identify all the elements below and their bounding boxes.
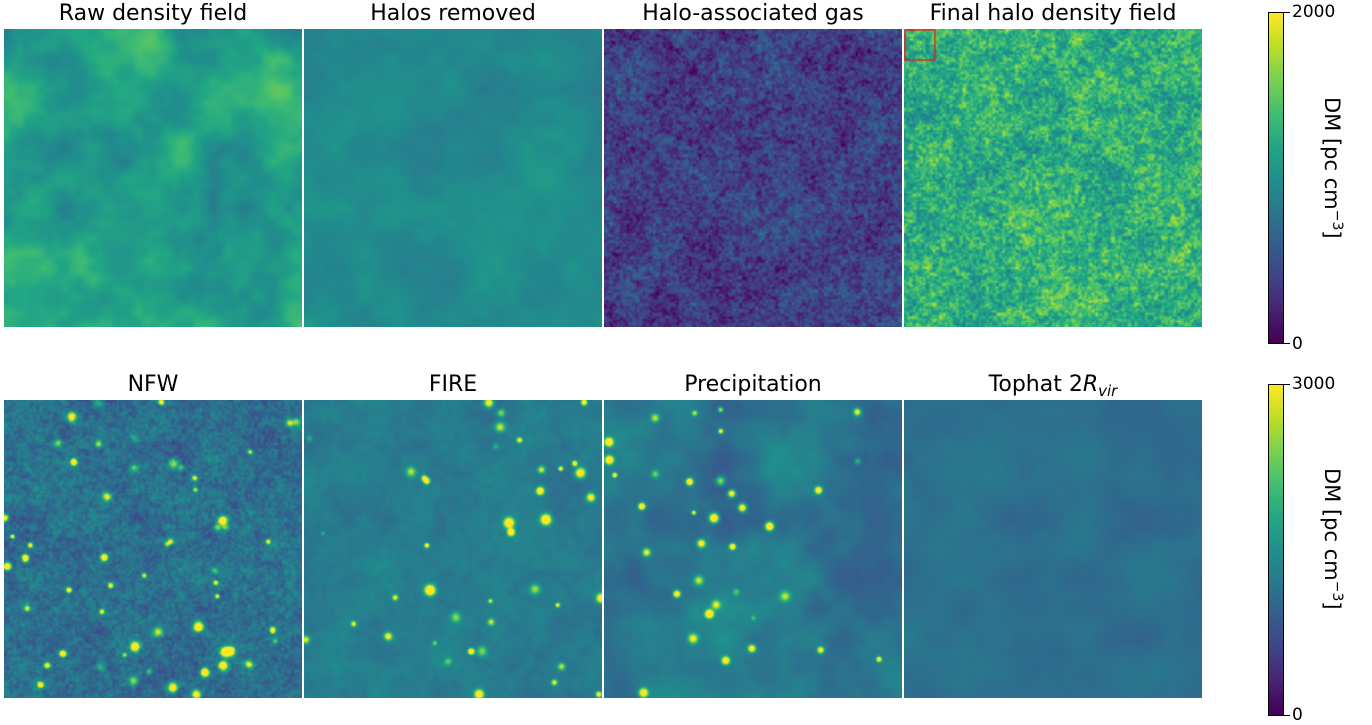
colorbar-bottom-tick-label-min: 0: [1292, 705, 1303, 725]
panel-title-precipitation: Precipitation: [684, 372, 822, 397]
heatmap-halos-removed: [304, 29, 602, 327]
heatmap-nfw: [4, 400, 302, 698]
colorbar-bottom-tick-label-max: 3000: [1292, 374, 1336, 394]
colorbar-top-label: DM [pc cm−3]: [1320, 97, 1345, 239]
colorbar-bottom-tick-min: [1284, 715, 1290, 716]
panel-title-raw-density: Raw density field: [58, 1, 248, 26]
heatmap-tophat: [904, 400, 1202, 698]
colorbar-top-tick-label-min: 0: [1292, 334, 1303, 354]
colorbar-bottom-tick-max: [1284, 384, 1290, 385]
heatmap-raw-density: [4, 29, 302, 327]
heatmap-final-halo: [904, 29, 1202, 327]
colorbar-top-tick-label-max: 2000: [1292, 2, 1336, 22]
colorbar-top-tick-max: [1284, 12, 1290, 13]
panel-title-halos-removed: Halos removed: [370, 1, 536, 26]
heatmap-halo-gas: [604, 29, 902, 327]
colorbar-top: [1268, 12, 1284, 344]
heatmap-fire: [304, 400, 602, 698]
heatmap-precipitation: [604, 400, 902, 698]
panel-title-tophat: Tophat 2Rvir: [988, 372, 1118, 400]
panel-title-halo-gas: Halo-associated gas: [642, 1, 864, 26]
panel-title-nfw: NFW: [127, 372, 179, 397]
colorbar-top-tick-min: [1284, 343, 1290, 344]
panel-title-fire: FIRE: [428, 372, 478, 397]
panel-title-final-halo: Final halo density field: [929, 1, 1177, 26]
colorbar-bottom: [1268, 384, 1284, 716]
colorbar-bottom-label: DM [pc cm−3]: [1320, 468, 1345, 610]
